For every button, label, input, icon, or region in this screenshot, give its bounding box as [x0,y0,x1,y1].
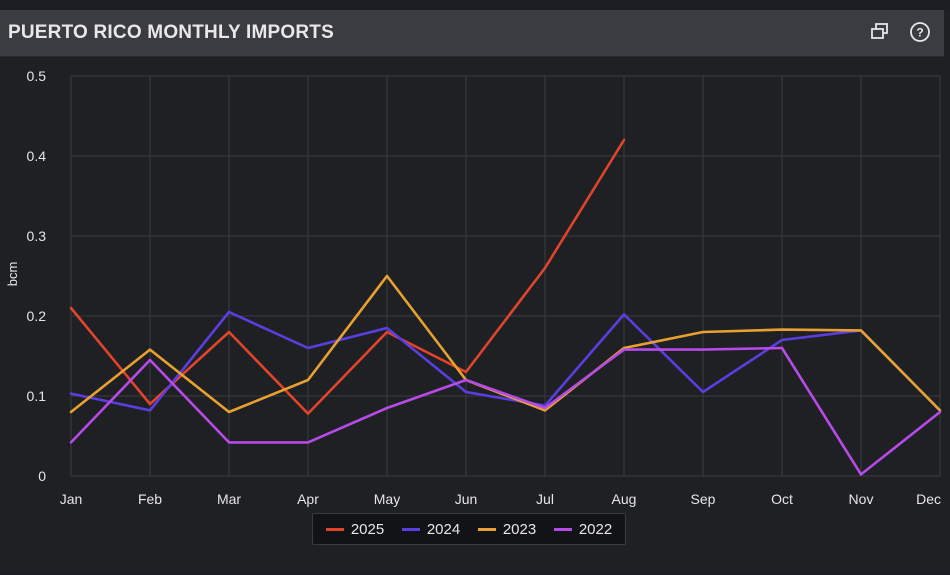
x-tick-label: Oct [771,491,793,507]
chart-title: PUERTO RICO MONTHLY IMPORTS [8,22,334,43]
legend-swatch [553,527,572,531]
x-tick-label: Nov [849,491,874,507]
y-axis-label: bcm [5,262,20,287]
x-tick-label: Sep [691,491,716,507]
chart-panel [0,10,950,570]
y-axis-ticks: 0 0.1 0.2 0.3 0.4 0.5 [27,68,47,484]
x-tick-label: Mar [217,491,241,507]
popout-icon[interactable] [868,20,892,44]
x-tick-label: Dec [916,491,941,507]
y-tick-label: 0.5 [27,68,47,84]
x-tick-label: Jun [455,491,478,507]
legend-swatch [401,527,420,531]
grid-lines [70,75,941,477]
x-tick-label: Apr [297,491,319,507]
legend-label: 2023 [502,520,537,538]
y-tick-label: 0.1 [27,388,47,404]
y-tick-label: 0 [38,468,46,484]
legend-item-2023[interactable]: 2023 [477,520,537,538]
legend-label: 2022 [578,520,613,538]
y-tick-label: 0.4 [27,148,47,164]
chart-area: 0 0.1 0.2 0.3 0.4 0.5 Jan Feb Mar Apr May Jun Jul Au… [0,56,950,570]
x-tick-label: Jul [536,491,554,507]
legend-item-2024[interactable]: 2024 [401,520,461,538]
legend-label: 2025 [350,520,385,538]
x-tick-label: Jan [60,491,83,507]
x-tick-label: May [374,491,400,507]
legend-item-2025[interactable]: 2025 [325,520,385,538]
help-icon[interactable]: ? [908,20,932,44]
legend-swatch [477,527,496,531]
series-lines [69,138,942,476]
panel-header: PUERTO RICO MONTHLY IMPORTS ? [0,10,944,57]
y-tick-label: 0.3 [27,228,47,244]
x-tick-label: Aug [612,491,637,507]
line-chart: 0 0.1 0.2 0.3 0.4 0.5 Jan Feb Mar Apr May Jun Jul Au… [5,68,942,507]
series-line-2022 [69,346,942,476]
x-tick-label: Feb [138,491,162,507]
legend-item-2022[interactable]: 2022 [553,520,613,538]
series-line-2024 [69,310,942,412]
legend: 2025 2024 2023 2022 [312,513,626,545]
x-axis-ticks: Jan Feb Mar Apr May Jun Jul Aug Sep Oct Nov Dec [60,491,941,507]
legend-swatch [325,527,344,531]
legend-label: 2024 [426,520,461,538]
series-line-2025 [69,138,626,415]
y-tick-label: 0.2 [27,308,47,324]
svg-text:?: ? [916,26,923,40]
